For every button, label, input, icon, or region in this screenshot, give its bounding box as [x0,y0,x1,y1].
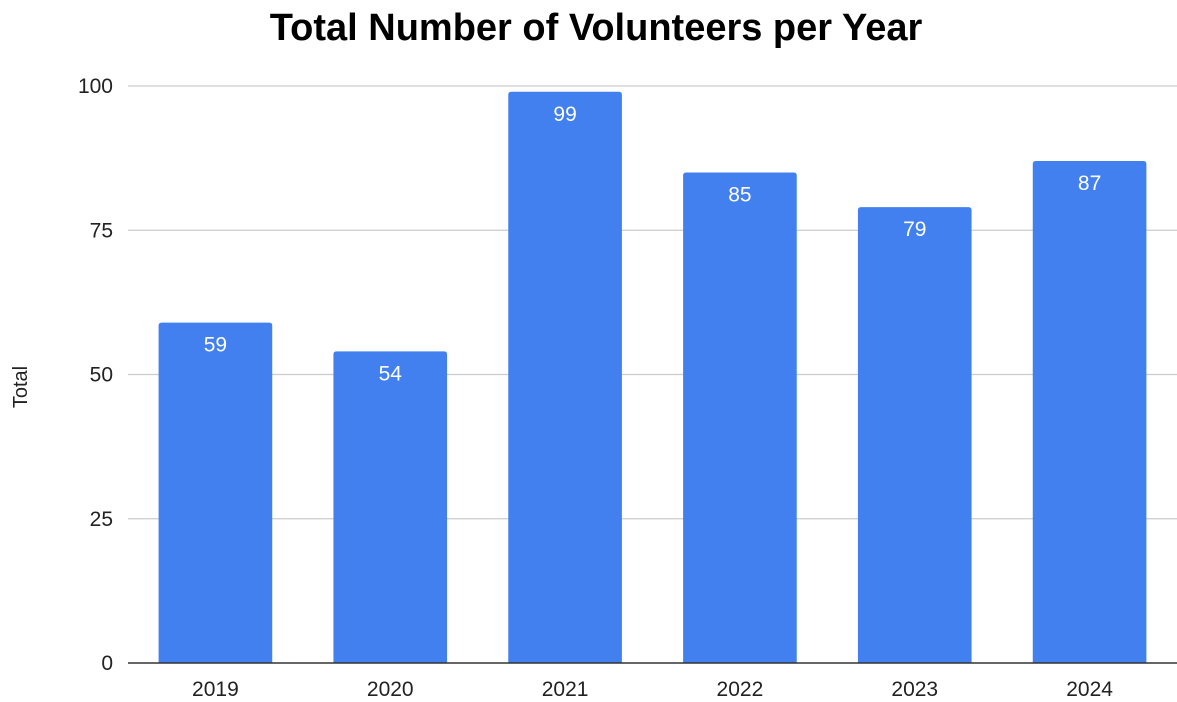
y-tick-label: 25 [90,508,113,531]
gridlines [128,85,1177,520]
data-label-2020: 54 [379,362,403,385]
y-tick-label: 75 [90,219,113,242]
bar-2019 [158,322,273,663]
x-tick-label: 2024 [1066,678,1113,701]
bar-2023 [857,207,972,664]
x-tick-label: 2019 [192,678,239,701]
data-label-2022: 85 [728,184,751,207]
data-label-2021: 99 [553,103,576,126]
data-labels: 59 54 99 85 79 87 [204,103,1102,386]
data-label-2019: 59 [204,334,227,357]
data-label-2023: 79 [903,218,926,241]
data-label-2024: 87 [1078,172,1101,195]
y-tick-label: 50 [90,364,113,387]
bars [158,91,1147,664]
chart-title: Total Number of Volunteers per Year [270,7,923,49]
x-tick-label: 2020 [367,678,414,701]
x-axis-ticks: 2019 2020 2021 2022 2023 2024 [192,678,1113,701]
y-axis-label: Total [10,366,32,408]
y-axis-ticks: 0 25 50 75 100 [78,75,113,675]
x-tick-label: 2022 [717,678,764,701]
bar-2022 [683,172,797,664]
x-tick-label: 2023 [891,678,938,701]
bar-2024 [1032,161,1147,663]
bar-2020 [333,351,448,663]
x-tick-label: 2021 [542,678,589,701]
y-tick-label: 100 [78,75,113,98]
bar-2021 [508,91,622,663]
y-tick-label: 0 [101,652,113,675]
